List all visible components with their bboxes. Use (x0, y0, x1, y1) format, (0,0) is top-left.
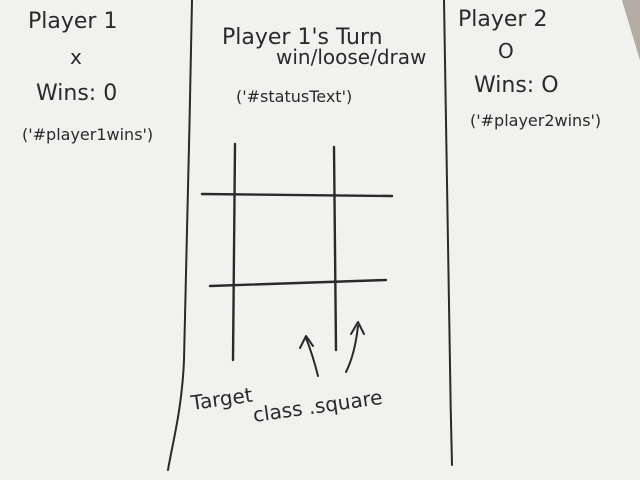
paper-edge-shadow (622, 0, 640, 60)
arrow-icon-left (299, 335, 319, 377)
status-result-text: win/loose/draw (276, 45, 426, 69)
player2-title: Player 2 (458, 7, 547, 32)
board-vertical-line-2 (332, 145, 338, 352)
game-board (200, 142, 394, 362)
player1-wins-id-note: ('#player1wins') (22, 125, 153, 144)
board-horizontal-line-1 (200, 192, 394, 198)
player2-wins-id-note: ('#player2wins') (470, 111, 601, 130)
arrow-icon-right (345, 321, 365, 373)
right-column-divider (443, 0, 453, 466)
left-column-divider (167, 0, 193, 471)
player2-wins: Wins: O (474, 73, 559, 98)
player1-title: Player 1 (28, 9, 117, 34)
player1-mark: x (70, 45, 82, 69)
player2-mark: O (498, 39, 514, 63)
player1-wins: Wins: 0 (36, 81, 117, 106)
board-horizontal-line-2 (208, 278, 388, 288)
status-turn-text: Player 1's Turn (222, 25, 383, 50)
board-vertical-line-1 (231, 142, 237, 362)
status-text-id-note: ('#statusText') (236, 87, 352, 106)
